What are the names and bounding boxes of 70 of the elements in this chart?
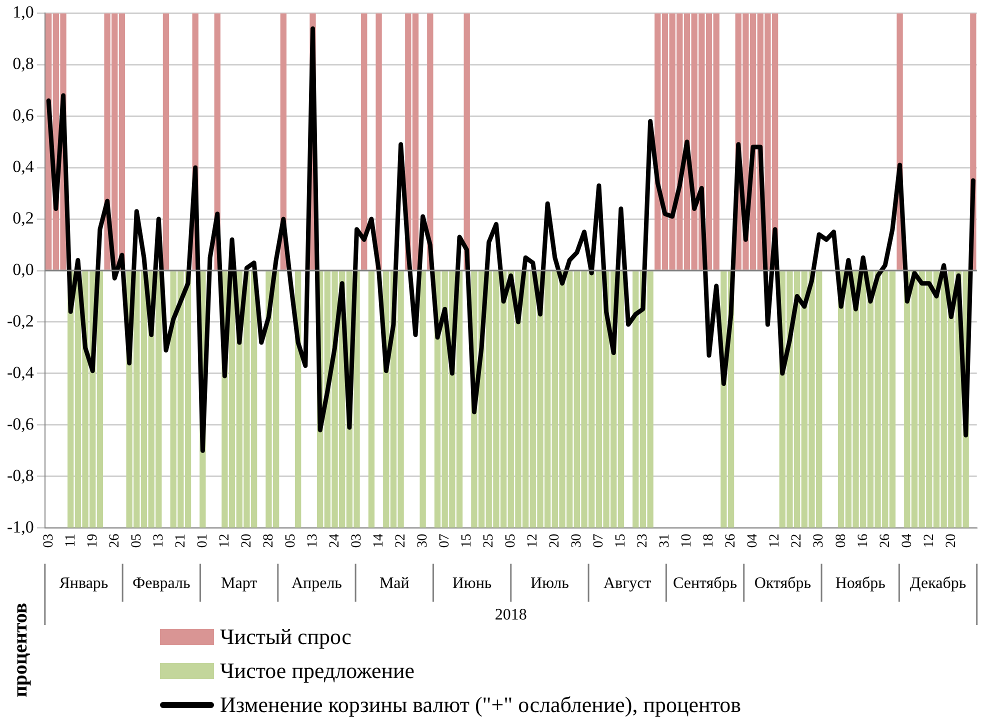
y-tick-label: 0,2 [12, 208, 34, 228]
text: Май [379, 575, 410, 592]
x-tick-label: 05 [283, 534, 298, 548]
x-tick-label: 03 [349, 534, 364, 548]
x-tick-label: 22 [393, 534, 408, 548]
y-tick-label: 0,8 [12, 54, 34, 74]
x-tick-label: 18 [702, 534, 717, 548]
text: Март [221, 575, 258, 592]
x-tick-label: 10 [680, 534, 695, 548]
x-tick-label: 26 [878, 534, 893, 548]
legend-label: Изменение корзины валют ("+" ослабление), процентов [220, 692, 742, 718]
x-tick-label: 13 [151, 534, 166, 548]
legend-label: Чистое предложение [220, 658, 415, 684]
y-tick-label: 0,0 [12, 260, 34, 279]
x-tick-label: 30 [415, 534, 430, 548]
x-tick-label: 03 [41, 534, 56, 548]
x-tick-label: 24 [327, 534, 342, 548]
legend-label: Чистый спрос [220, 624, 352, 650]
y-tick-label: 0,6 [12, 106, 34, 125]
x-tick-label: 20 [944, 534, 959, 548]
y-tick-label: 0,4 [12, 157, 34, 176]
x-tick-label: 07 [592, 534, 607, 548]
x-tick-label: 26 [724, 534, 739, 548]
x-tick-label: 30 [812, 534, 827, 548]
text: Август [603, 575, 652, 592]
text: Декабрь [910, 575, 966, 592]
x-tick-label: 12 [922, 534, 937, 548]
x-tick-label: 19 [85, 534, 100, 548]
y-axis-title: процентов [10, 602, 32, 698]
text: Январь [59, 575, 108, 592]
text: Апрель [291, 575, 342, 592]
y-tick-label: -1,0 [6, 517, 34, 536]
y-tick-label: 1,0 [12, 2, 34, 22]
x-tick-label: 30 [570, 534, 585, 548]
x-tick-label: 23 [636, 534, 651, 548]
x-tick-label: 20 [239, 534, 254, 548]
text: Июнь [452, 575, 492, 592]
x-tick-label: 15 [614, 534, 629, 548]
text: Февраль [132, 575, 190, 592]
text: Июль [530, 575, 569, 592]
x-tick-label: 11 [63, 534, 78, 548]
x-axis-title: 2018 [494, 606, 527, 624]
y-tick-label: -0,2 [6, 311, 34, 330]
y-tick-label: -0,8 [6, 466, 34, 485]
x-tick-label: 28 [261, 534, 276, 548]
x-tick-label: 16 [856, 534, 871, 548]
x-tick-label: 13 [305, 534, 320, 548]
x-tick-label: 01 [195, 534, 210, 548]
x-tick-label: 05 [504, 534, 519, 548]
x-tick-label: 22 [790, 534, 805, 548]
x-tick-label: 20 [548, 534, 563, 548]
x-tick-label: 12 [217, 534, 232, 548]
text: Ноябрь [835, 575, 886, 592]
x-tick-label: 08 [834, 534, 849, 548]
x-tick-label: 26 [107, 534, 122, 548]
x-tick-label: 07 [438, 534, 453, 548]
x-tick-label: 04 [746, 534, 761, 548]
text: Октябрь [754, 575, 812, 592]
x-tick-label: 31 [658, 534, 673, 548]
x-tick-label: 05 [129, 534, 144, 548]
y-tick-label: -0,6 [6, 414, 34, 434]
text: Сентябрь [672, 575, 738, 592]
x-tick-label: 12 [768, 534, 783, 548]
y-tick-label: -0,4 [6, 362, 34, 382]
x-tick-label: 14 [371, 534, 386, 548]
x-tick-label: 15 [460, 534, 475, 548]
x-tick-label: 25 [482, 534, 497, 548]
x-tick-label: 12 [526, 534, 541, 548]
x-tick-label: 04 [900, 534, 915, 548]
x-tick-label: 21 [173, 534, 188, 548]
